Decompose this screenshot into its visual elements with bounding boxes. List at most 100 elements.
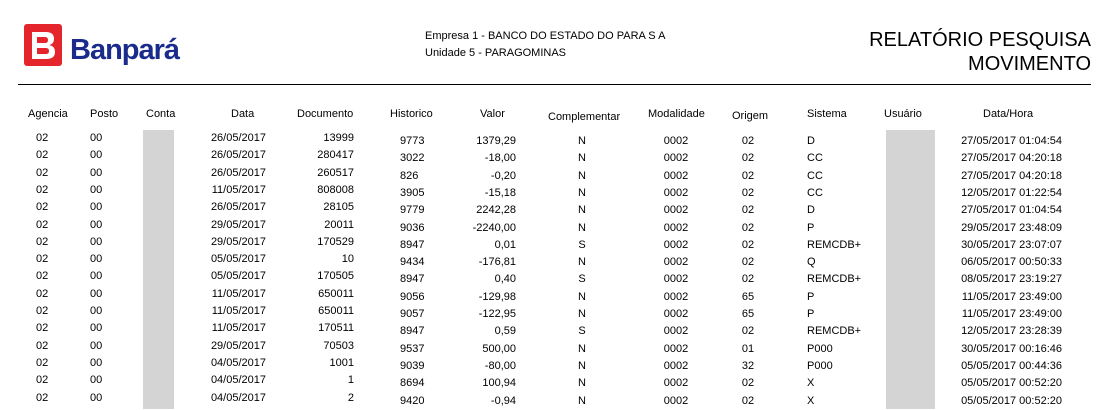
- report-title-line1: RELATÓRIO PESQUISA: [869, 29, 1091, 51]
- cell-posto: 00: [90, 287, 103, 300]
- cell-complementar: N: [578, 359, 586, 372]
- cell-modalidade: 0002: [663, 135, 689, 147]
- cell-modalidade: 0002: [663, 152, 689, 165]
- cell-valor: 1379,29: [476, 135, 516, 147]
- cell-historico: 9434: [400, 256, 425, 269]
- table-row: 02 00 11/05/2017 650011 9057 -122,95 N 0002 65 P 1…: [0, 303, 1107, 320]
- cell-data: 29/05/2017: [210, 218, 266, 231]
- cell-datahora: 27/05/2017 04:20:18: [961, 169, 1062, 182]
- table-row: 02 00 29/05/2017 20011 9036 -2240,00 N 0002 02 P 2…: [0, 217, 1107, 234]
- cell-origem: 02: [741, 238, 755, 251]
- cell-sistema: P: [807, 308, 815, 320]
- cell-complementar: S: [578, 238, 586, 251]
- header-divider: [18, 84, 1091, 85]
- cell-sistema: CC: [807, 152, 823, 165]
- cell-documento: 280417: [317, 149, 354, 162]
- cell-sistema: REMCDB+: [807, 238, 862, 251]
- cell-agencia: 02: [36, 374, 49, 387]
- cell-documento: 20011: [324, 218, 354, 231]
- cell-valor: -176,81: [478, 256, 516, 269]
- company-line: Empresa 1 - BANCO DO ESTADO DO PARA S A: [425, 30, 666, 42]
- cell-datahora: 05/05/2017 00:44:36: [961, 359, 1062, 372]
- cell-documento: 650011: [318, 287, 354, 300]
- cell-sistema: P: [807, 221, 815, 234]
- cell-documento: 170511: [318, 322, 354, 335]
- cell-posto: 00: [90, 235, 103, 248]
- cell-posto: 00: [90, 322, 103, 335]
- cell-modalidade: 0002: [663, 186, 689, 199]
- cell-origem: 01: [741, 342, 755, 355]
- cell-valor: 500,00: [482, 342, 516, 355]
- cell-sistema: CC: [807, 186, 823, 199]
- cell-sistema: X: [807, 377, 815, 390]
- cell-posto: 00: [90, 218, 103, 231]
- cell-complementar: N: [578, 135, 586, 147]
- cell-data: 26/05/2017: [210, 149, 266, 162]
- cell-historico: 3905: [400, 186, 425, 199]
- table-row: 02 00 29/05/2017 70503 9537 500,00 N 0002 01 P000…: [0, 338, 1107, 355]
- col-usuario: Usuário: [884, 108, 922, 120]
- col-data: Data: [231, 108, 255, 120]
- cell-historico: 9537: [400, 342, 425, 355]
- cell-historico: 8947: [400, 238, 425, 251]
- col-origem: Origem: [732, 110, 769, 122]
- col-valor: Valor: [480, 108, 505, 120]
- cell-valor: -80,00: [484, 359, 516, 372]
- cell-datahora: 30/05/2017 00:16:46: [961, 342, 1062, 355]
- cell-datahora: 11/05/2017 23:49:00: [961, 290, 1062, 303]
- cell-complementar: N: [578, 394, 586, 407]
- cell-agencia: 02: [36, 322, 49, 335]
- cell-data: 29/05/2017: [210, 339, 266, 352]
- cell-origem: 02: [741, 169, 755, 182]
- cell-agencia: 02: [36, 183, 49, 196]
- cell-modalidade: 0002: [663, 221, 689, 234]
- cell-documento: 2: [347, 391, 354, 404]
- cell-historico: 9420: [400, 394, 425, 407]
- banpara-logo-icon: [24, 24, 62, 66]
- cell-agencia: 02: [36, 201, 49, 214]
- cell-datahora: 05/05/2017 00:52:20: [961, 394, 1062, 407]
- cell-data: 11/05/2017: [211, 287, 266, 300]
- col-historico: Historico: [390, 108, 433, 120]
- cell-agencia: 02: [36, 391, 49, 404]
- cell-valor: 100,94: [482, 377, 516, 390]
- cell-historico: 9036: [400, 221, 425, 234]
- col-agencia: Agencia: [28, 108, 68, 120]
- cell-agencia: 02: [36, 218, 49, 231]
- cell-origem: 02: [741, 152, 755, 165]
- cell-documento: 808008: [317, 183, 354, 196]
- cell-posto: 00: [90, 305, 103, 317]
- cell-sistema: REMCDB+: [807, 273, 862, 286]
- cell-agencia: 02: [36, 287, 49, 300]
- banpara-logo: Banpará: [24, 22, 204, 82]
- cell-sistema: REMCDB+: [807, 325, 862, 338]
- cell-datahora: 06/05/2017 00:50:33: [961, 256, 1062, 269]
- cell-documento: 170505: [317, 270, 354, 283]
- cell-posto: 00: [90, 253, 103, 266]
- cell-documento: 13999: [323, 132, 354, 144]
- cell-data: 26/05/2017: [210, 132, 266, 144]
- cell-modalidade: 0002: [663, 169, 689, 182]
- table-row: 02 00 26/05/2017 280417 3022 -18,00 N 0002 02 CC 2…: [0, 147, 1107, 164]
- unit-line: Unidade 5 - PARAGOMINAS: [425, 47, 567, 59]
- cell-data: 04/05/2017: [210, 374, 266, 387]
- cell-datahora: 27/05/2017 01:04:54: [961, 204, 1062, 217]
- cell-origem: 32: [741, 359, 755, 372]
- cell-documento: 28105: [323, 201, 354, 214]
- cell-valor: 2242,28: [476, 204, 516, 217]
- cell-origem: 02: [741, 204, 755, 217]
- cell-datahora: 05/05/2017 00:52:20: [961, 377, 1062, 390]
- cell-datahora: 27/05/2017 01:04:54: [961, 135, 1062, 147]
- cell-modalidade: 0002: [663, 256, 689, 269]
- table-row: 02 00 26/05/2017 13999 9773 1379,29 N 0002 02 D 27…: [0, 130, 1107, 147]
- cell-agencia: 02: [36, 270, 49, 283]
- redacted-usuario: [886, 130, 935, 409]
- cell-datahora: 12/05/2017 01:22:54: [961, 186, 1062, 199]
- cell-complementar: N: [578, 377, 586, 390]
- cell-historico: 8694: [400, 377, 425, 390]
- cell-datahora: 27/05/2017 04:20:18: [961, 152, 1062, 165]
- cell-data: 11/05/2017: [211, 183, 266, 196]
- cell-posto: 00: [90, 270, 103, 283]
- cell-documento: 650011: [318, 305, 354, 317]
- logo-text: Banpará: [70, 34, 180, 66]
